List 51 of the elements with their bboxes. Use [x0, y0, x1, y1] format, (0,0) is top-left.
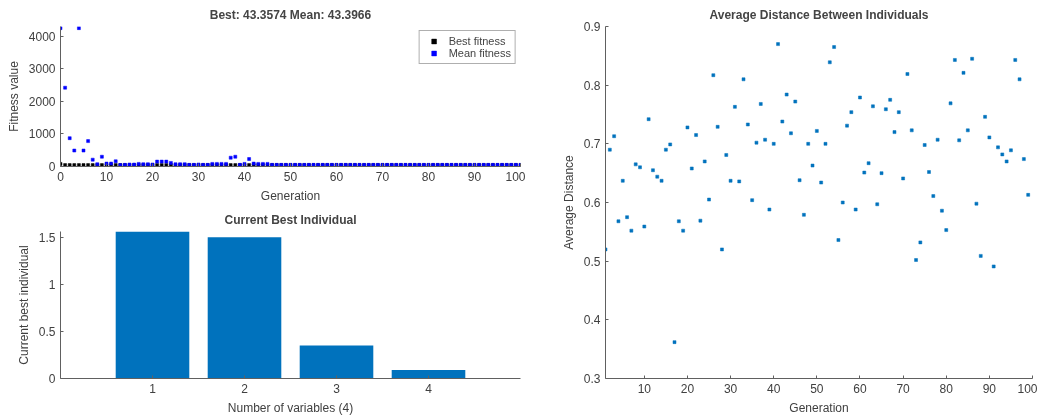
y-tick-label: 0	[48, 372, 56, 386]
x-tick-label: 100	[505, 169, 526, 184]
x-tick-label: 4	[425, 381, 433, 396]
x-tick-label: 10	[99, 169, 114, 184]
x-tick-label: 20	[145, 169, 160, 184]
y-tick-label: 1000	[28, 127, 56, 142]
x-tick-label: 2	[241, 381, 249, 396]
x-tick-label: 10	[637, 381, 652, 396]
y-tick-label: 0.5	[38, 324, 56, 339]
x-tick-label: 90	[467, 169, 482, 184]
chart-title: Best: 43.3574 Mean: 43.3966	[209, 7, 372, 22]
x-axis-title: Generation	[789, 400, 849, 415]
y-tick-label: 0.7	[583, 137, 601, 152]
y-tick-label: 1	[48, 277, 56, 292]
chart-title: Current Best Individual	[224, 212, 357, 227]
x-axis-title: Number of variables (4)	[227, 400, 354, 415]
x-tick-label: 80	[421, 169, 436, 184]
x-tick-label: 100	[1017, 381, 1037, 396]
x-axis-title: Generation	[260, 188, 321, 203]
y-axis-title: Average Distance	[561, 154, 576, 250]
x-tick-label: 30	[723, 381, 738, 396]
y-tick-label: 0.3	[583, 372, 601, 386]
chart-title: Average Distance Between Individuals	[709, 7, 929, 22]
x-tick-label: 70	[896, 381, 911, 396]
x-tick-label: 60	[329, 169, 344, 184]
legend-label: Best fitness	[448, 35, 506, 47]
x-tick-label: 70	[375, 169, 390, 184]
y-tick-label: 0	[48, 160, 56, 174]
x-tick-label: 50	[810, 381, 824, 396]
y-tick-label: 0.9	[583, 20, 601, 34]
y-tick-label: 0.8	[583, 78, 601, 93]
y-axis-title: Current best individual	[16, 245, 31, 365]
y-tick-label: 0.4	[583, 313, 601, 328]
x-tick-label: 80	[939, 381, 954, 396]
x-tick-label: 50	[283, 169, 298, 184]
x-tick-label: 1	[149, 381, 157, 396]
x-tick-label: 60	[853, 381, 867, 396]
x-tick-label: 30	[191, 169, 206, 184]
y-tick-label: 3000	[28, 62, 56, 77]
x-tick-label: 3	[333, 381, 341, 396]
y-tick-label: 0.6	[583, 196, 601, 210]
y-tick-label: 1.5	[38, 230, 56, 245]
legend-label: Mean fitness	[448, 47, 511, 59]
y-tick-label: 4000	[28, 29, 56, 44]
x-tick-label: 40	[767, 381, 781, 396]
y-tick-label: 0.5	[583, 254, 601, 269]
x-tick-label: 20	[680, 381, 695, 396]
x-tick-label: 90	[982, 381, 997, 396]
y-tick-label: 2000	[28, 94, 56, 109]
x-tick-label: 40	[237, 169, 252, 184]
y-axis-title: Fitness value	[6, 60, 21, 132]
